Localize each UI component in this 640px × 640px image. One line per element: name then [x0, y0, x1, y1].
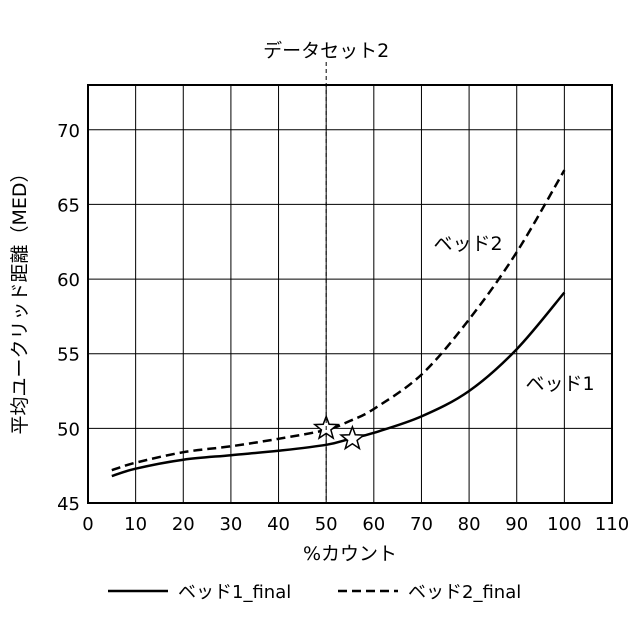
x-tick-labels: 0 10 20 30 40 50 60 70 80 90 100 110 [82, 514, 629, 535]
series-line-2 [112, 170, 565, 470]
legend: ベッド1_final ベッド2_final [108, 582, 521, 603]
x-tick-label: 80 [458, 514, 481, 535]
y-axis-title: 平均ユークリッド距離（MED） [9, 163, 31, 434]
x-tick-label: 30 [219, 514, 242, 535]
y-tick-label: 55 [57, 345, 80, 366]
legend-label-2: ベッド2_final [408, 582, 521, 603]
star-marker [341, 427, 364, 449]
y-tick-label: 65 [57, 195, 80, 216]
x-tick-label: 10 [124, 514, 147, 535]
x-tick-label: 20 [172, 514, 195, 535]
x-axis-title: %カウント [303, 543, 397, 565]
x-tick-label: 90 [505, 514, 528, 535]
y-tick-label: 50 [57, 419, 80, 440]
x-tick-label: 0 [82, 514, 93, 535]
y-tick-label: 70 [57, 121, 80, 142]
x-tick-label: 110 [595, 514, 629, 535]
series-label-2: ベッド2 [433, 233, 502, 255]
x-tick-label: 100 [547, 514, 581, 535]
legend-label-1: ベッド1_final [178, 582, 291, 603]
reference-vline-label: データセット2 [263, 40, 389, 62]
series-group [112, 170, 565, 476]
x-tick-label: 70 [410, 514, 433, 535]
y-tick-label: 45 [57, 494, 80, 515]
star-markers [315, 416, 364, 448]
x-tick-label: 40 [267, 514, 290, 535]
x-tick-label: 60 [362, 514, 385, 535]
y-tick-labels: 45 50 55 60 65 70 [57, 121, 80, 515]
series-label-1: ベッド1 [525, 373, 594, 395]
series-line-1 [112, 293, 565, 477]
x-tick-label: 50 [315, 514, 338, 535]
y-tick-label: 60 [57, 270, 80, 291]
